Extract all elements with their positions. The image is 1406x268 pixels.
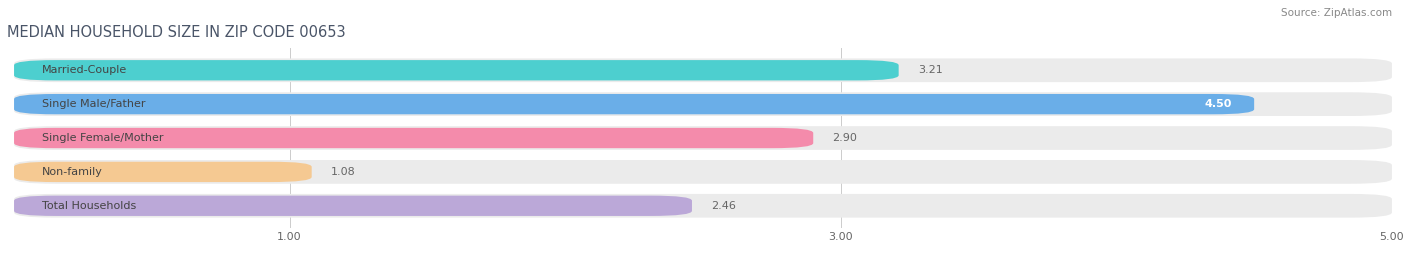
Text: 4.50: 4.50 bbox=[1205, 99, 1232, 109]
FancyBboxPatch shape bbox=[14, 126, 1392, 150]
FancyBboxPatch shape bbox=[14, 92, 1392, 116]
FancyBboxPatch shape bbox=[14, 58, 1392, 82]
Text: 2.90: 2.90 bbox=[832, 133, 858, 143]
Text: Single Male/Father: Single Male/Father bbox=[42, 99, 145, 109]
Text: Non-family: Non-family bbox=[42, 167, 103, 177]
Text: 1.08: 1.08 bbox=[330, 167, 356, 177]
FancyBboxPatch shape bbox=[14, 162, 312, 182]
FancyBboxPatch shape bbox=[14, 160, 1392, 184]
Text: 3.21: 3.21 bbox=[918, 65, 942, 75]
Text: Single Female/Mother: Single Female/Mother bbox=[42, 133, 163, 143]
FancyBboxPatch shape bbox=[14, 60, 898, 80]
FancyBboxPatch shape bbox=[14, 196, 692, 216]
Text: Source: ZipAtlas.com: Source: ZipAtlas.com bbox=[1281, 8, 1392, 18]
Text: 2.46: 2.46 bbox=[711, 201, 737, 211]
FancyBboxPatch shape bbox=[14, 128, 813, 148]
Text: MEDIAN HOUSEHOLD SIZE IN ZIP CODE 00653: MEDIAN HOUSEHOLD SIZE IN ZIP CODE 00653 bbox=[7, 25, 346, 40]
FancyBboxPatch shape bbox=[14, 194, 1392, 218]
FancyBboxPatch shape bbox=[14, 94, 1254, 114]
Text: Total Households: Total Households bbox=[42, 201, 136, 211]
Text: Married-Couple: Married-Couple bbox=[42, 65, 127, 75]
